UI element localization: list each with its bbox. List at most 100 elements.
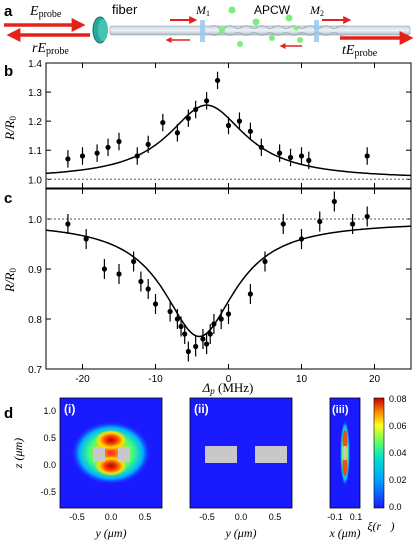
point-marker: [178, 323, 184, 330]
point-marker: [138, 278, 144, 285]
data-point: [178, 316, 184, 337]
data-point: [65, 214, 71, 234]
data-point: [247, 284, 253, 304]
data-point: [306, 151, 312, 170]
point-marker: [298, 236, 305, 242]
point-marker: [193, 106, 199, 113]
fiber-label: fiber: [112, 2, 138, 17]
data-point: [138, 271, 144, 292]
point-marker: [193, 343, 199, 350]
panel-c-axes-frame: [45, 188, 412, 370]
point-marker: [204, 341, 210, 347]
ytick-label: 0.9: [28, 265, 42, 276]
waveguide-beam-right-i: [118, 447, 130, 462]
svg-text:0.04: 0.04: [389, 448, 407, 458]
svg-text:-0.5: -0.5: [199, 512, 215, 522]
point-marker: [225, 122, 232, 129]
data-point: [105, 138, 111, 157]
data-point: [65, 150, 71, 168]
ytick-label: 1.0: [28, 175, 42, 186]
point-marker: [116, 271, 122, 277]
field-hot-iii-lower: [342, 456, 348, 476]
data-point: [174, 309, 180, 329]
colorbar: 0.08 0.06 0.04 0.02 0.0 ξ(r⃗): [367, 394, 406, 533]
data-point: [364, 147, 370, 165]
svg-text:-0.5: -0.5: [40, 487, 56, 497]
panel-a: a Eprobe rEprobe fiber M1 M2 APCW: [4, 2, 414, 59]
svg-text:-0.5: -0.5: [69, 512, 85, 522]
data-point: [131, 251, 137, 272]
ytick-label: 1.4: [28, 59, 42, 70]
data-point: [83, 229, 89, 249]
panel-c-fit: [46, 225, 411, 338]
data-point: [331, 191, 337, 212]
data-point: [225, 304, 232, 324]
data-point: [134, 147, 140, 165]
y-tick-labels-i: -0.5 0.0 0.5: [69, 512, 151, 522]
point-marker: [185, 348, 191, 355]
point-marker: [214, 77, 221, 84]
field-halo-i: [71, 421, 151, 485]
point-marker: [317, 218, 323, 225]
panel-c-label: c: [4, 190, 12, 207]
data-point: [247, 122, 253, 141]
apcw-label: APCW: [254, 3, 291, 17]
data-point: [277, 144, 283, 162]
point-marker: [167, 308, 173, 315]
point-marker: [182, 331, 188, 337]
point-marker: [65, 156, 71, 162]
subpanel-i-label: (i): [64, 402, 75, 416]
point-marker: [350, 221, 356, 227]
trapped-atoms: [219, 6, 303, 47]
xtick-label: -10: [148, 374, 163, 385]
data-point: [116, 132, 122, 151]
point-marker: [131, 258, 137, 265]
point-marker: [83, 236, 89, 242]
data-point: [116, 264, 122, 284]
point-marker: [262, 258, 268, 265]
point-marker: [247, 128, 253, 134]
svg-text:-0.1: -0.1: [327, 512, 343, 522]
y-axis-label-ii: y (μm): [224, 526, 256, 540]
x-axis-label-iii: x (μm): [328, 526, 360, 540]
data-point: [185, 109, 191, 127]
apcw-corrugation-lower: [209, 32, 347, 36]
point-marker: [258, 144, 264, 150]
xtick-label: 10: [296, 374, 308, 385]
y-axis-label-i: y (μm): [94, 526, 126, 540]
point-marker: [185, 115, 191, 121]
panel-c-xlabel: Δp (MHz): [202, 380, 254, 396]
svg-text:0.02: 0.02: [389, 475, 407, 485]
z-tick-labels: 1.0 0.5 0.0 -0.5: [40, 406, 56, 497]
point-marker: [211, 321, 217, 327]
panel-c-xticks: -20 -10 0 10 20: [75, 189, 380, 385]
panel-c-points: [65, 191, 370, 362]
xtick-label: -20: [75, 374, 90, 385]
point-marker: [277, 150, 283, 156]
z-axis-label: z (μm): [11, 438, 25, 469]
data-point: [152, 294, 159, 314]
point-marker: [331, 198, 337, 205]
subpanel-i: (i) 1.0 0.5 0.0 -0.5 -0.5 0.0 0.5 y (μm)…: [11, 397, 163, 540]
point-marker: [364, 153, 370, 159]
point-marker: [145, 286, 151, 292]
subpanel-iii: (iii) -0.1 0.1 x (μm): [327, 397, 363, 540]
point-marker: [105, 144, 111, 150]
point-marker: [116, 138, 122, 145]
svg-text:0.06: 0.06: [389, 421, 407, 431]
panel-b-ylabel: R/R0: [2, 116, 18, 142]
panel-a-label: a: [4, 3, 13, 20]
data-point: [101, 259, 107, 279]
point-marker: [218, 316, 224, 322]
point-marker: [152, 301, 159, 307]
waveguide-beam-right-ii: [255, 446, 287, 463]
svg-text:0.08: 0.08: [389, 394, 407, 404]
panel-b-yticks: 1.0 1.1 1.2 1.3 1.4: [28, 59, 411, 186]
point-marker: [225, 311, 232, 317]
panel-c: c 0.7 0.8 0.9 1.0 -20 -10 0 10 20 R/R0 Δp (MHz): [2, 188, 412, 396]
data-point: [79, 147, 86, 165]
point-marker: [247, 291, 253, 297]
svg-text:0.1: 0.1: [350, 512, 363, 522]
panel-c-ylabel: R/R0: [2, 268, 18, 294]
point-marker: [364, 213, 370, 220]
